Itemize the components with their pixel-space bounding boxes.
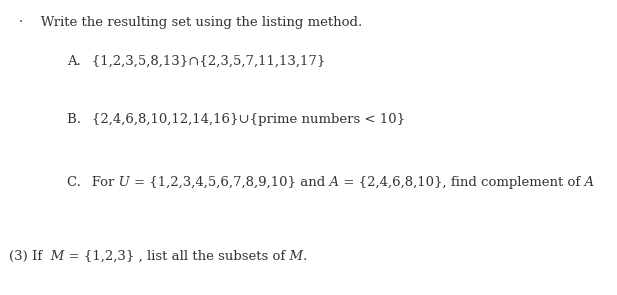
Text: C.  For 𝑈 = {1,2,3,4,5,6,7,8,9,10} and 𝐴 = {2,4,6,8,10}, find complement of 𝐴: C. For 𝑈 = {1,2,3,4,5,6,7,8,9,10} and 𝐴 … [67, 176, 594, 189]
Text: ·  Write the resulting set using the listing method.: · Write the resulting set using the list… [20, 16, 363, 29]
Text: (3) If  𝑀 = {1,2,3} , list all the subsets of 𝑀.: (3) If 𝑀 = {1,2,3} , list all the subset… [9, 250, 307, 263]
Text: A.  {1,2,3,5,8,13}∩{2,3,5,7,11,13,17}: A. {1,2,3,5,8,13}∩{2,3,5,7,11,13,17} [67, 55, 325, 68]
Text: B.  {2,4,6,8,10,12,14,16}∪{prime numbers < 10}: B. {2,4,6,8,10,12,14,16}∪{prime numbers … [67, 113, 405, 126]
